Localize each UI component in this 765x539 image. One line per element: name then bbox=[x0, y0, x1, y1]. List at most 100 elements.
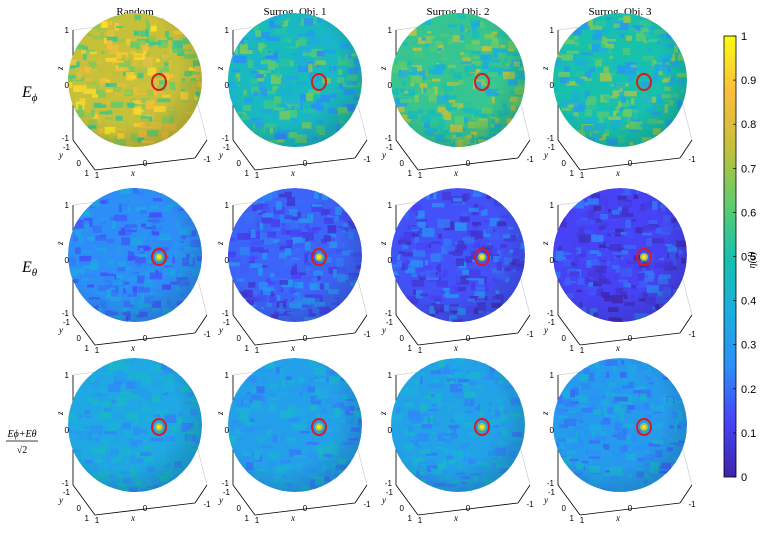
x-tick-label: 0 bbox=[628, 504, 633, 513]
colorbar-tick-label: 0.1 bbox=[741, 428, 756, 440]
tick-labels: 10-1-101 10 -1 bbox=[385, 201, 534, 355]
y-axis-label: y bbox=[218, 325, 223, 335]
x-tick-label: 1 bbox=[95, 346, 100, 355]
y-tick-label: 0 bbox=[237, 334, 242, 343]
z-tick-label: -1 bbox=[222, 309, 230, 318]
x-tick-label: 0 bbox=[303, 159, 308, 168]
x-tick-label: -1 bbox=[203, 330, 211, 339]
tick-labels: 10-1-101 10 -1 bbox=[222, 371, 371, 525]
hotspot-core bbox=[480, 425, 484, 429]
z-tick-label: 0 bbox=[65, 81, 70, 90]
sphere-shading bbox=[391, 188, 525, 322]
z-tick-label: -1 bbox=[547, 309, 555, 318]
highlight-marker bbox=[151, 418, 167, 436]
hotspot-core bbox=[480, 255, 484, 259]
sphere-shading bbox=[228, 358, 362, 492]
y-axis-label: y bbox=[58, 150, 63, 160]
x-tick-label: 1 bbox=[255, 346, 260, 355]
x-tick-label: -1 bbox=[363, 330, 371, 339]
y-axis-label: y bbox=[543, 150, 548, 160]
y-tick-label: -1 bbox=[63, 318, 71, 327]
x-axis-label: x bbox=[130, 343, 135, 353]
x-tick-label: -1 bbox=[363, 500, 371, 509]
z-tick-label: 1 bbox=[65, 201, 70, 210]
z-axis-label: z bbox=[378, 66, 388, 71]
x-tick-label: -1 bbox=[203, 155, 211, 164]
x-axis-label: x bbox=[453, 168, 458, 178]
y-tick-label: 1 bbox=[408, 514, 413, 523]
x-tick-label: -1 bbox=[526, 330, 534, 339]
y-tick-label: 1 bbox=[570, 169, 575, 178]
x-tick-label: 0 bbox=[143, 334, 148, 343]
z-tick-label: 0 bbox=[388, 256, 393, 265]
tick-labels: 10-1-101 10 -1 bbox=[62, 26, 211, 180]
colorbar-tick-label: 0.3 bbox=[741, 340, 756, 352]
sphere-shading bbox=[553, 188, 687, 322]
y-axis-label: y bbox=[543, 495, 548, 505]
tick-labels: 10-1-101 10 -1 bbox=[62, 371, 211, 525]
x-tick-label: -1 bbox=[526, 500, 534, 509]
row-label-3-denominator: √2 bbox=[17, 445, 28, 456]
y-tick-label: -1 bbox=[63, 143, 71, 152]
highlight-marker bbox=[311, 418, 327, 436]
y-tick-label: -1 bbox=[223, 143, 231, 152]
y-axis-label: y bbox=[218, 150, 223, 160]
z-tick-label: 1 bbox=[65, 26, 70, 35]
z-tick-label: 1 bbox=[225, 371, 230, 380]
x-tick-label: 1 bbox=[580, 346, 585, 355]
x-tick-label: 0 bbox=[303, 334, 308, 343]
colorbar-label: η(d) bbox=[747, 251, 758, 268]
x-tick-label: 0 bbox=[466, 159, 471, 168]
x-tick-label: 1 bbox=[255, 171, 260, 180]
x-axis-label: x bbox=[130, 168, 135, 178]
x-tick-label: 0 bbox=[466, 504, 471, 513]
x-tick-label: 0 bbox=[628, 159, 633, 168]
highlight-marker bbox=[151, 248, 167, 266]
y-tick-label: 0 bbox=[400, 334, 405, 343]
y-tick-label: 0 bbox=[237, 504, 242, 513]
z-tick-label: 0 bbox=[388, 426, 393, 435]
z-axis-label: z bbox=[540, 66, 550, 71]
y-tick-label: 1 bbox=[245, 344, 250, 353]
y-tick-label: 0 bbox=[237, 159, 242, 168]
z-tick-label: -1 bbox=[385, 479, 393, 488]
x-axis-label: x bbox=[290, 168, 295, 178]
z-tick-label: -1 bbox=[62, 309, 70, 318]
sphere-shading bbox=[228, 188, 362, 322]
z-axis-label: z bbox=[540, 241, 550, 246]
z-tick-label: 1 bbox=[388, 371, 393, 380]
z-tick-label: -1 bbox=[547, 479, 555, 488]
y-tick-label: -1 bbox=[223, 488, 231, 497]
y-tick-label: -1 bbox=[386, 143, 394, 152]
tick-labels: 10-1-101 10 -1 bbox=[547, 26, 696, 180]
hotspot-core bbox=[642, 425, 646, 429]
x-axis-label: x bbox=[130, 513, 135, 523]
z-tick-label: 1 bbox=[65, 371, 70, 380]
x-axis-label: x bbox=[615, 513, 620, 523]
highlight-marker bbox=[311, 248, 327, 266]
y-tick-label: -1 bbox=[548, 143, 556, 152]
z-tick-label: -1 bbox=[385, 134, 393, 143]
y-axis-label: y bbox=[381, 325, 386, 335]
x-tick-label: 1 bbox=[580, 516, 585, 525]
x-tick-label: 0 bbox=[303, 504, 308, 513]
highlight-marker bbox=[474, 418, 490, 436]
y-tick-label: 1 bbox=[408, 169, 413, 178]
column-titles: Random Surrog. Obj. 1 Surrog. Obj. 2 Sur… bbox=[116, 6, 652, 18]
y-axis-label: y bbox=[381, 495, 386, 505]
z-tick-label: 0 bbox=[550, 426, 555, 435]
y-tick-label: 1 bbox=[85, 514, 90, 523]
z-tick-label: 1 bbox=[550, 26, 555, 35]
row-labels: Eϕ Eθ Eϕ+Eθ √2 bbox=[6, 84, 38, 456]
z-tick-label: -1 bbox=[62, 479, 70, 488]
z-tick-label: 0 bbox=[550, 256, 555, 265]
y-tick-label: 1 bbox=[245, 514, 250, 523]
y-tick-label: 0 bbox=[400, 159, 405, 168]
row-label-1: Eϕ bbox=[21, 84, 38, 104]
y-axis-label: y bbox=[58, 495, 63, 505]
z-axis-label: z bbox=[378, 411, 388, 416]
